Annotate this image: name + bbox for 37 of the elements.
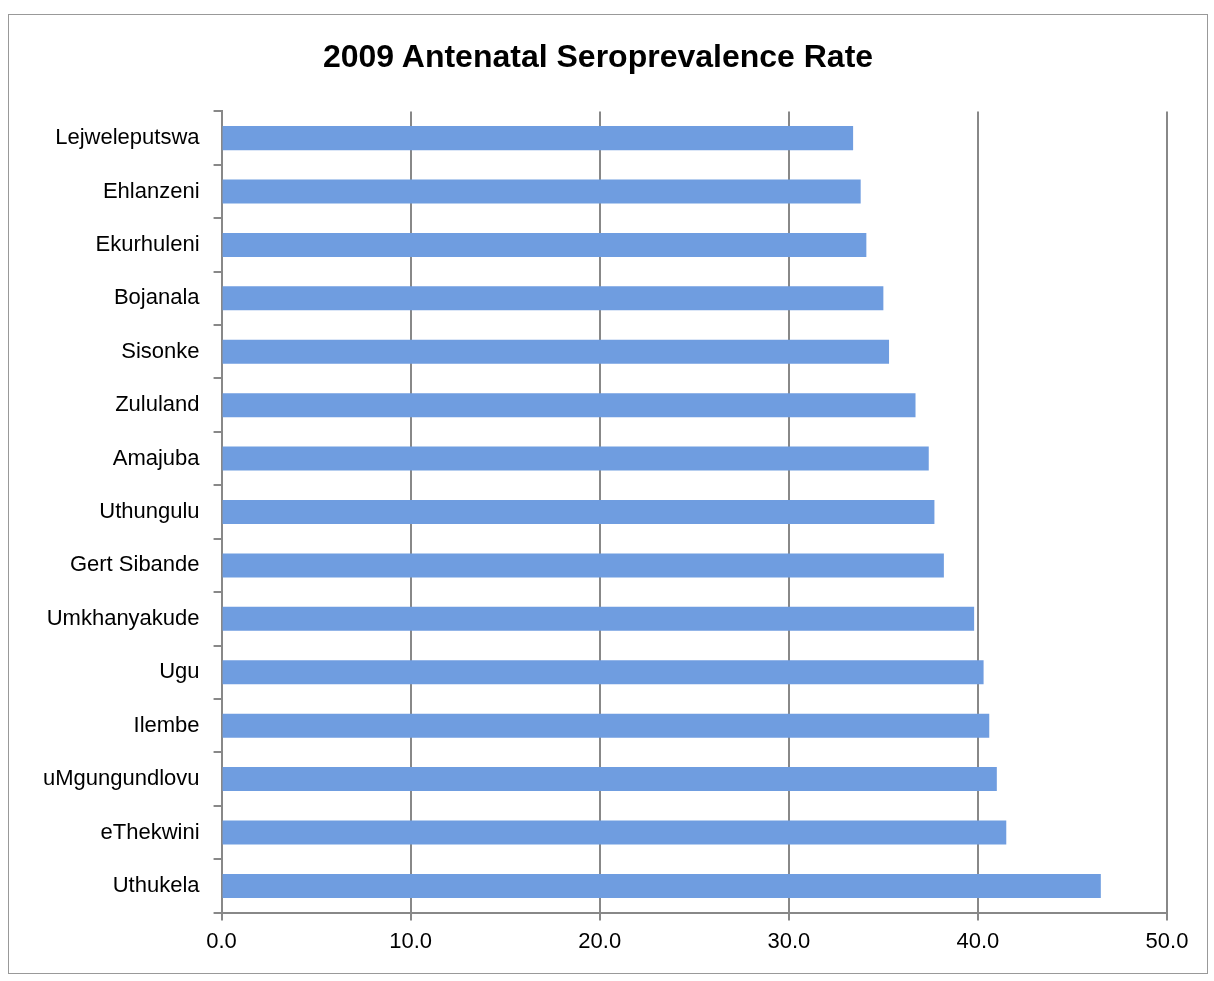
bar bbox=[222, 232, 867, 257]
bar bbox=[222, 820, 1007, 845]
y-tick-label: eThekwini bbox=[100, 818, 200, 844]
chart-title: 2009 Antenatal Seroprevalence Rate bbox=[322, 38, 874, 75]
y-tick-label: Zululand bbox=[115, 391, 200, 417]
bar bbox=[222, 393, 916, 418]
y-tick-label: Umkhanyakude bbox=[46, 604, 200, 630]
x-tick-label: 10.0 bbox=[389, 927, 433, 953]
x-tick-label: 20.0 bbox=[578, 927, 622, 953]
y-tick-label: Sisonke bbox=[121, 337, 200, 363]
y-tick-label: Bojanala bbox=[113, 284, 201, 310]
bar bbox=[222, 660, 984, 685]
bar bbox=[222, 286, 884, 311]
y-tick-label: Uthungulu bbox=[99, 498, 200, 524]
y-tick-label: Amajuba bbox=[112, 444, 201, 470]
y-tick-label: Ilembe bbox=[133, 711, 200, 737]
bar bbox=[222, 179, 861, 204]
y-tick-label: Lejweleputswa bbox=[55, 124, 201, 150]
y-tick-label: Gert Sibande bbox=[69, 551, 200, 577]
bar bbox=[222, 126, 854, 151]
y-tick-label: uMgungundlovu bbox=[42, 765, 200, 791]
x-tick-label: 0.0 bbox=[206, 927, 237, 953]
bar bbox=[222, 446, 929, 471]
x-tick-label: 50.0 bbox=[1145, 927, 1189, 953]
bar bbox=[222, 553, 944, 578]
bar bbox=[222, 339, 890, 364]
bar bbox=[222, 873, 1101, 898]
y-tick-label: Ekurhuleni bbox=[95, 231, 200, 256]
y-tick-label: Uthukela bbox=[112, 871, 201, 897]
y-tick-label: Ehlanzeni bbox=[102, 177, 200, 203]
x-tick-label: 30.0 bbox=[767, 927, 811, 953]
bar bbox=[222, 713, 990, 738]
y-tick-label: Ugu bbox=[159, 658, 200, 684]
bar bbox=[222, 767, 997, 792]
x-tick-label: 40.0 bbox=[956, 927, 1000, 953]
bar bbox=[222, 499, 935, 525]
bar bbox=[222, 606, 975, 631]
